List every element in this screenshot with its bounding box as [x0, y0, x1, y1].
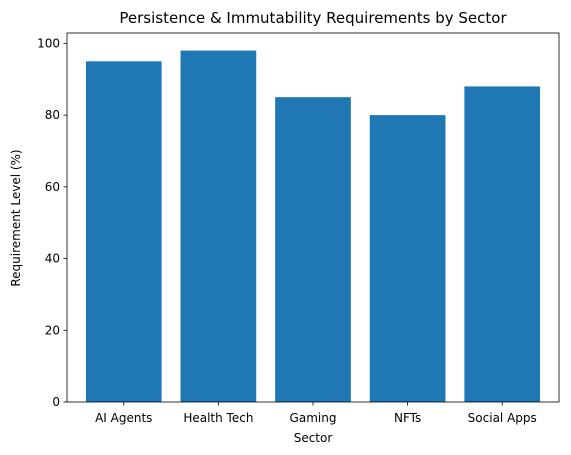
x-tick-label: Social Apps — [468, 411, 537, 425]
y-tick-label: 0 — [52, 395, 60, 409]
y-tick-label: 80 — [45, 108, 60, 122]
plot-area: 0 20 40 60 80 100 AI Agents Health Tech Gaming NF… — [37, 32, 560, 425]
y-tick-label: 20 — [45, 323, 60, 337]
bar-ai-agents — [85, 61, 162, 403]
x-tick-label: NFTs — [394, 411, 421, 425]
x-axis-label: Sector — [294, 431, 333, 445]
x-tick-label: Gaming — [290, 411, 337, 425]
bar-nfts — [369, 115, 446, 402]
axes-frame — [66, 32, 560, 403]
bar-social-apps — [464, 86, 541, 402]
y-tick-label: 100 — [37, 36, 60, 50]
x-tick-label: Health Tech — [183, 411, 253, 425]
bar-gaming — [275, 97, 351, 402]
y-tick-label: 40 — [45, 252, 60, 266]
y-axis-label: Requirement Level (%) — [9, 149, 23, 286]
chart-title: Persistence & Immutability Requirements … — [119, 9, 507, 27]
y-tick-label: 60 — [45, 180, 60, 194]
x-tick-label: AI Agents — [95, 411, 152, 425]
bar-health-tech — [180, 50, 257, 402]
